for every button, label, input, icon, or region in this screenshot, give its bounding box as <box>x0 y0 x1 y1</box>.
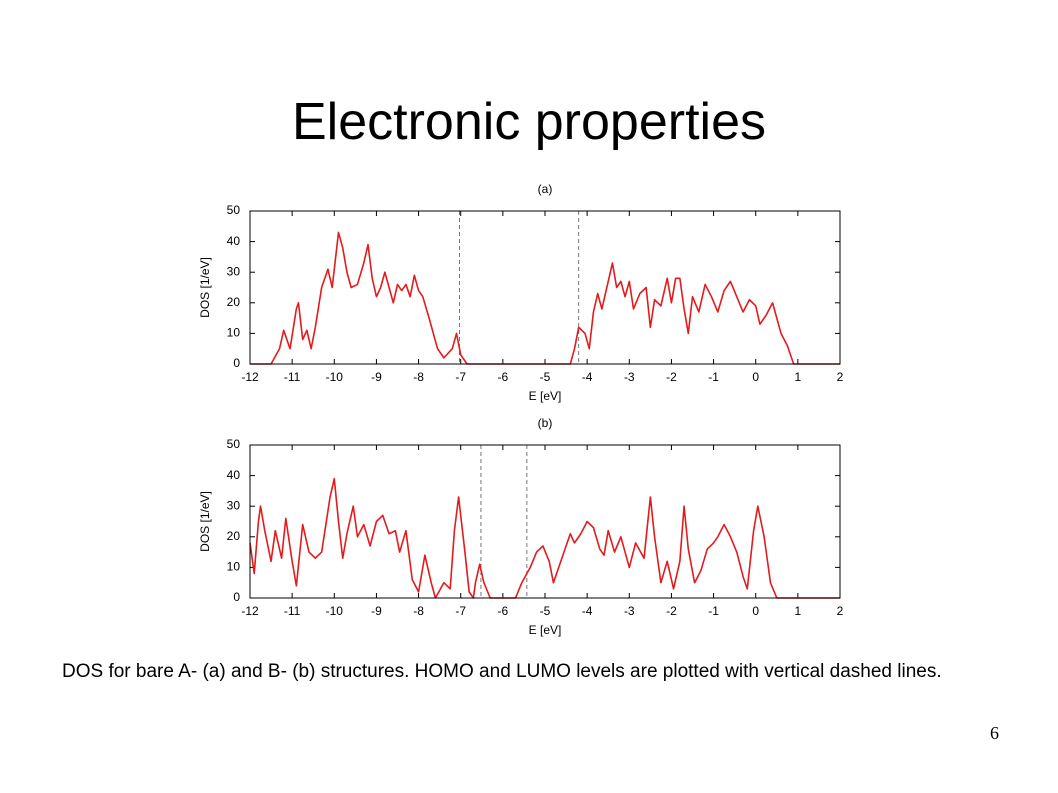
y-tick-label: 30 <box>227 498 241 512</box>
x-tick-label: -1 <box>708 604 719 618</box>
y-tick-label: 10 <box>227 560 241 574</box>
x-tick-label: -2 <box>666 370 677 384</box>
charts: (a)E [eV]DOS [1/eV]-12 -11 -10 -9 -8 -7 -6 -5 -4… <box>198 182 844 637</box>
y-tick-label: 40 <box>227 234 241 248</box>
x-tick-label: -7 <box>455 370 466 384</box>
x-tick-label: -4 <box>582 604 593 618</box>
y-tick-label: 0 <box>233 590 240 604</box>
x-tick-label: -5 <box>540 604 551 618</box>
dos-line <box>249 477 840 599</box>
x-tick-label: -12 <box>241 370 259 384</box>
x-tick-label: -10 <box>326 604 344 618</box>
x-tick-label: -10 <box>326 370 344 384</box>
y-tick-label: 50 <box>227 437 241 451</box>
x-tick-label: -8 <box>413 604 424 618</box>
x-tick-label: -3 <box>624 604 635 618</box>
plot-frame <box>249 210 841 365</box>
chart-title: (b) <box>538 416 553 430</box>
x-tick-label: -8 <box>413 370 424 384</box>
y-tick-label: 20 <box>227 529 241 543</box>
y-tick-label: 50 <box>227 203 241 217</box>
x-tick-label: 2 <box>837 604 844 618</box>
x-tick-label: 1 <box>795 604 802 618</box>
dos-line <box>250 231 840 365</box>
x-tick-label: -5 <box>540 370 551 384</box>
chart-title: (a) <box>538 182 553 196</box>
x-tick-label: 0 <box>752 604 759 618</box>
x-tick-label: -1 <box>708 370 719 384</box>
x-tick-label: -3 <box>624 370 635 384</box>
x-tick-label: -12 <box>241 604 259 618</box>
x-tick-label: -2 <box>666 604 677 618</box>
x-tick-label: -11 <box>284 370 301 384</box>
caption: DOS for bare A- (a) and B- (b) structure… <box>62 661 942 682</box>
x-tick-label: -9 <box>371 370 382 384</box>
x-tick-label: 1 <box>795 370 802 384</box>
x-tick-label: -11 <box>284 604 301 618</box>
y-tick-label: 10 <box>227 326 241 340</box>
x-tick-label: -9 <box>371 604 382 618</box>
x-axis-label: E [eV] <box>529 623 562 637</box>
y-axis-label: DOS [1/eV] <box>198 491 212 552</box>
y-tick-label: 40 <box>227 468 241 482</box>
x-tick-label: 0 <box>752 370 759 384</box>
x-tick-label: -7 <box>455 604 466 618</box>
y-tick-label: 20 <box>227 295 241 309</box>
x-axis-label: E [eV] <box>529 389 562 403</box>
y-axis-label: DOS [1/eV] <box>198 257 212 318</box>
page-number: 6 <box>990 723 999 743</box>
y-tick-label: 30 <box>227 264 241 278</box>
plot-frame <box>249 444 841 599</box>
slide-title: Electronic properties <box>292 93 766 151</box>
x-tick-label: -6 <box>498 604 509 618</box>
x-tick-label: -6 <box>498 370 509 384</box>
x-tick-label: -4 <box>582 370 593 384</box>
x-tick-label: 2 <box>837 370 844 384</box>
y-tick-label: 0 <box>233 356 240 370</box>
